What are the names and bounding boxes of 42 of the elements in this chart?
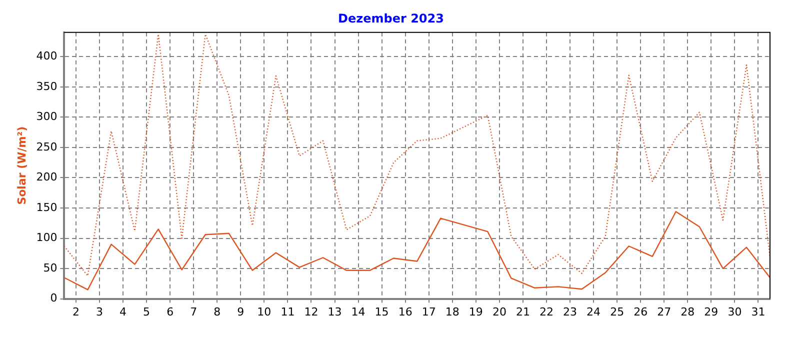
x-tick-label: 4 — [120, 305, 127, 318]
x-tick-label: 17 — [422, 305, 436, 318]
x-tick-label: 23 — [563, 305, 578, 318]
x-tick-label: 6 — [166, 305, 174, 318]
x-tick-label: 11 — [280, 305, 295, 318]
x-tick-label: 28 — [680, 305, 695, 318]
y-tick-label: 0 — [50, 292, 58, 305]
y-tick-label: 250 — [36, 140, 58, 154]
x-tick-label: 16 — [398, 305, 412, 318]
x-tick-label: 19 — [468, 305, 483, 318]
x-tick-label: 13 — [328, 305, 342, 318]
x-tick-label: 20 — [492, 305, 506, 318]
x-tick-label: 15 — [374, 305, 389, 318]
x-tick-label: 18 — [445, 305, 460, 318]
x-tick-label: 3 — [96, 305, 103, 318]
x-tick-label: 25 — [610, 305, 624, 318]
x-tick-label: 21 — [516, 305, 530, 318]
y-tick-label: 200 — [36, 170, 58, 184]
x-tick-label: 2 — [72, 305, 80, 318]
x-tick-label: 29 — [704, 305, 718, 318]
x-tick-label: 9 — [237, 305, 244, 318]
y-tick-label: 150 — [36, 200, 58, 214]
x-tick-label: 31 — [751, 305, 766, 318]
y-tick-label: 100 — [36, 231, 58, 244]
x-tick-label: 27 — [657, 305, 672, 318]
chart-title: Dezember 2023 — [338, 11, 444, 26]
x-tick-label: 26 — [634, 305, 648, 318]
x-tick-label: 24 — [586, 305, 601, 318]
x-tick-label: 14 — [351, 305, 366, 318]
x-tick-label: 22 — [539, 305, 554, 318]
x-tick-label: 12 — [304, 305, 318, 318]
x-tick-label: 30 — [728, 305, 742, 318]
y-axis-title: Solar (W/m²) — [15, 126, 28, 205]
x-tick-label: 10 — [257, 305, 272, 318]
x-tick-label: 8 — [214, 305, 221, 318]
x-tick-label: 7 — [190, 305, 198, 318]
y-tick-label: 350 — [36, 80, 58, 93]
y-tick-label: 50 — [43, 261, 58, 274]
line-series — [64, 34, 770, 276]
x-tick-label: 5 — [143, 305, 150, 318]
y-tick-label: 400 — [36, 49, 58, 62]
y-tick-label: 300 — [36, 110, 58, 124]
